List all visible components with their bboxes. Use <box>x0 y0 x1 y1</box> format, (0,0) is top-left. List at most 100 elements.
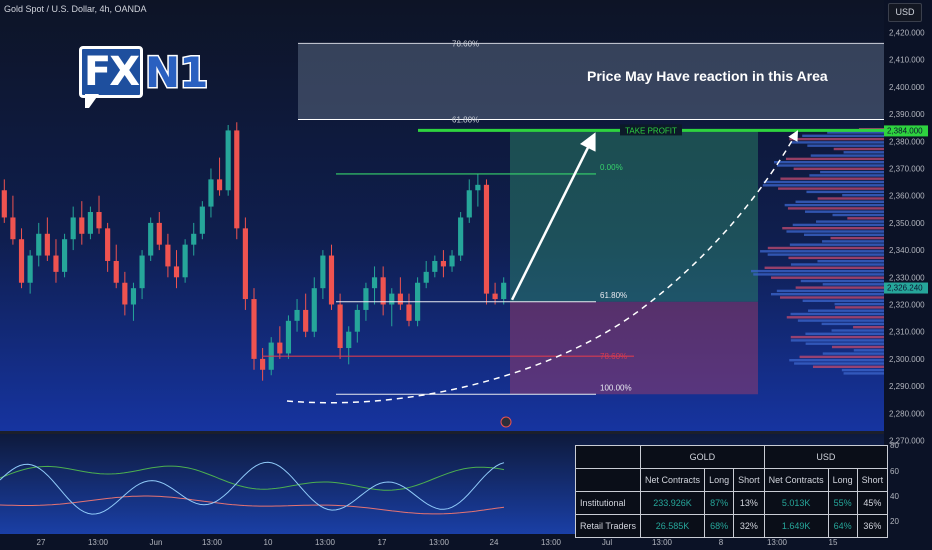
volume-profile-bar <box>789 243 884 246</box>
time-tick-label: 8 <box>719 538 724 547</box>
volume-profile-bar <box>831 345 884 349</box>
fib-label-0: 0.00% <box>600 163 623 172</box>
candle-body <box>122 282 128 305</box>
projection-arrow <box>510 132 596 301</box>
symbol-title: Gold Spot / U.S. Dollar, 4h, OANDA <box>4 4 147 14</box>
price-tick-label: 2,400.000 <box>889 83 925 92</box>
cot-cell: 45% <box>856 491 889 515</box>
time-tick-label: 13:00 <box>767 538 788 547</box>
candle-body <box>1 190 7 218</box>
time-tick-label: 17 <box>378 538 387 547</box>
volume-profile-bar <box>843 151 884 154</box>
candle-body <box>10 217 16 240</box>
time-tick-label: 13:00 <box>202 538 223 547</box>
cot-cell: 13% <box>733 491 765 515</box>
candle-body <box>191 233 197 245</box>
candle-body <box>27 255 33 283</box>
price-tick-label: 2,350.000 <box>889 219 925 228</box>
volume-profile-bar <box>807 144 884 147</box>
candle-body <box>311 288 317 332</box>
time-tick-label: Jun <box>150 538 163 547</box>
logo-bubble-tail <box>85 94 99 108</box>
cot-empty-cell <box>574 468 642 492</box>
price-tick-label: 2,290.000 <box>889 382 925 391</box>
fib-label-786: 78.60% <box>600 352 627 361</box>
oscillator-line-red <box>0 495 505 515</box>
time-tick-label: 13:00 <box>429 538 450 547</box>
cot-cell: 64% <box>827 514 858 538</box>
price-tick-label: 2,300.000 <box>889 355 925 364</box>
volume-profile-bar <box>820 170 884 174</box>
volume-profile-bar <box>830 236 884 240</box>
volume-profile-bar <box>771 276 884 279</box>
volume-profile <box>751 128 884 375</box>
cot-cell: 26.585K <box>640 514 706 538</box>
candle-body <box>440 260 447 267</box>
price-tick-label: 2,360.000 <box>889 192 925 201</box>
volume-profile-bar <box>789 359 884 362</box>
cot-cell: 55% <box>827 491 858 515</box>
price-tick-label: 2,340.000 <box>889 246 925 255</box>
oscillator-tick-label: 60 <box>890 467 899 476</box>
dashed-projection-path <box>286 130 799 404</box>
price-tick-label: 2,380.000 <box>889 137 925 146</box>
candle-body <box>70 217 76 240</box>
candle-body <box>492 293 498 300</box>
volume-profile-bar <box>795 200 884 203</box>
currency-button[interactable]: USD <box>888 3 922 22</box>
candle-body <box>337 304 343 349</box>
time-tick-label: 13:00 <box>88 538 109 547</box>
candle-body <box>501 282 507 300</box>
volume-profile-bar <box>803 233 884 236</box>
volume-profile-bar <box>821 322 884 326</box>
volume-profile-bar <box>832 213 884 217</box>
fib-label-upper-786: 78.60% <box>452 39 479 48</box>
current-price-tag <box>884 282 928 294</box>
volume-profile-bar <box>778 187 884 190</box>
candle-body <box>328 255 335 305</box>
volume-profile-bar <box>794 362 884 365</box>
cot-group-gold: GOLD <box>640 445 765 469</box>
candle-body <box>199 206 205 234</box>
volume-profile-bar <box>810 154 884 157</box>
fib-label-upper-618: 61.80% <box>452 116 479 125</box>
take-profit-label-bg <box>620 124 682 136</box>
cot-group-usd: USD <box>763 445 889 469</box>
volume-profile-bar <box>797 319 884 322</box>
candle-body <box>148 222 154 256</box>
volume-profile-bar <box>799 355 884 359</box>
candle-body <box>96 212 102 229</box>
cot-header-row: Net Contracts Long Short Net Contracts L… <box>574 468 889 492</box>
price-axis[interactable]: 2,420.000 2,410.000 2,400.000 2,390.000 2,38… <box>884 29 928 446</box>
price-tick-label: 2,280.000 <box>889 409 925 418</box>
candle-body <box>260 358 266 370</box>
candle-body <box>156 222 162 245</box>
time-axis[interactable]: 27 13:00 Jun 13:00 10 13:00 17 13:00 24 13:00 Jul 1… <box>37 538 838 547</box>
candle-body <box>458 217 464 256</box>
price-axis-background <box>884 0 932 534</box>
volume-profile-bar <box>790 339 884 342</box>
take-profit-price-tag <box>884 125 928 137</box>
volume-profile-bar <box>805 342 884 345</box>
candle-body <box>251 299 257 359</box>
candle-body <box>371 277 378 289</box>
candle-body <box>87 212 93 234</box>
candle-body <box>346 331 352 349</box>
logo-box <box>79 46 143 98</box>
cot-cell: 36% <box>856 514 889 538</box>
price-tick-label: 2,410.000 <box>889 56 925 65</box>
volume-profile-bar <box>802 299 884 302</box>
volume-profile-bar <box>831 329 884 332</box>
price-tick-label: 2,310.000 <box>889 328 925 337</box>
candle-body <box>208 179 214 207</box>
candle-body <box>234 130 240 229</box>
price-tick-label: 2,270.000 <box>889 437 925 446</box>
time-tick-label: Jul <box>602 538 612 547</box>
volume-profile-bar <box>792 223 884 227</box>
cot-table: GOLD USD Net Contracts Long Short Net Co… <box>574 445 889 538</box>
volume-profile-bar <box>763 180 884 184</box>
volume-profile-bar <box>847 217 884 220</box>
cot-cell: 233.926K <box>640 491 706 515</box>
price-tick-label: 2,320.000 <box>889 301 925 310</box>
